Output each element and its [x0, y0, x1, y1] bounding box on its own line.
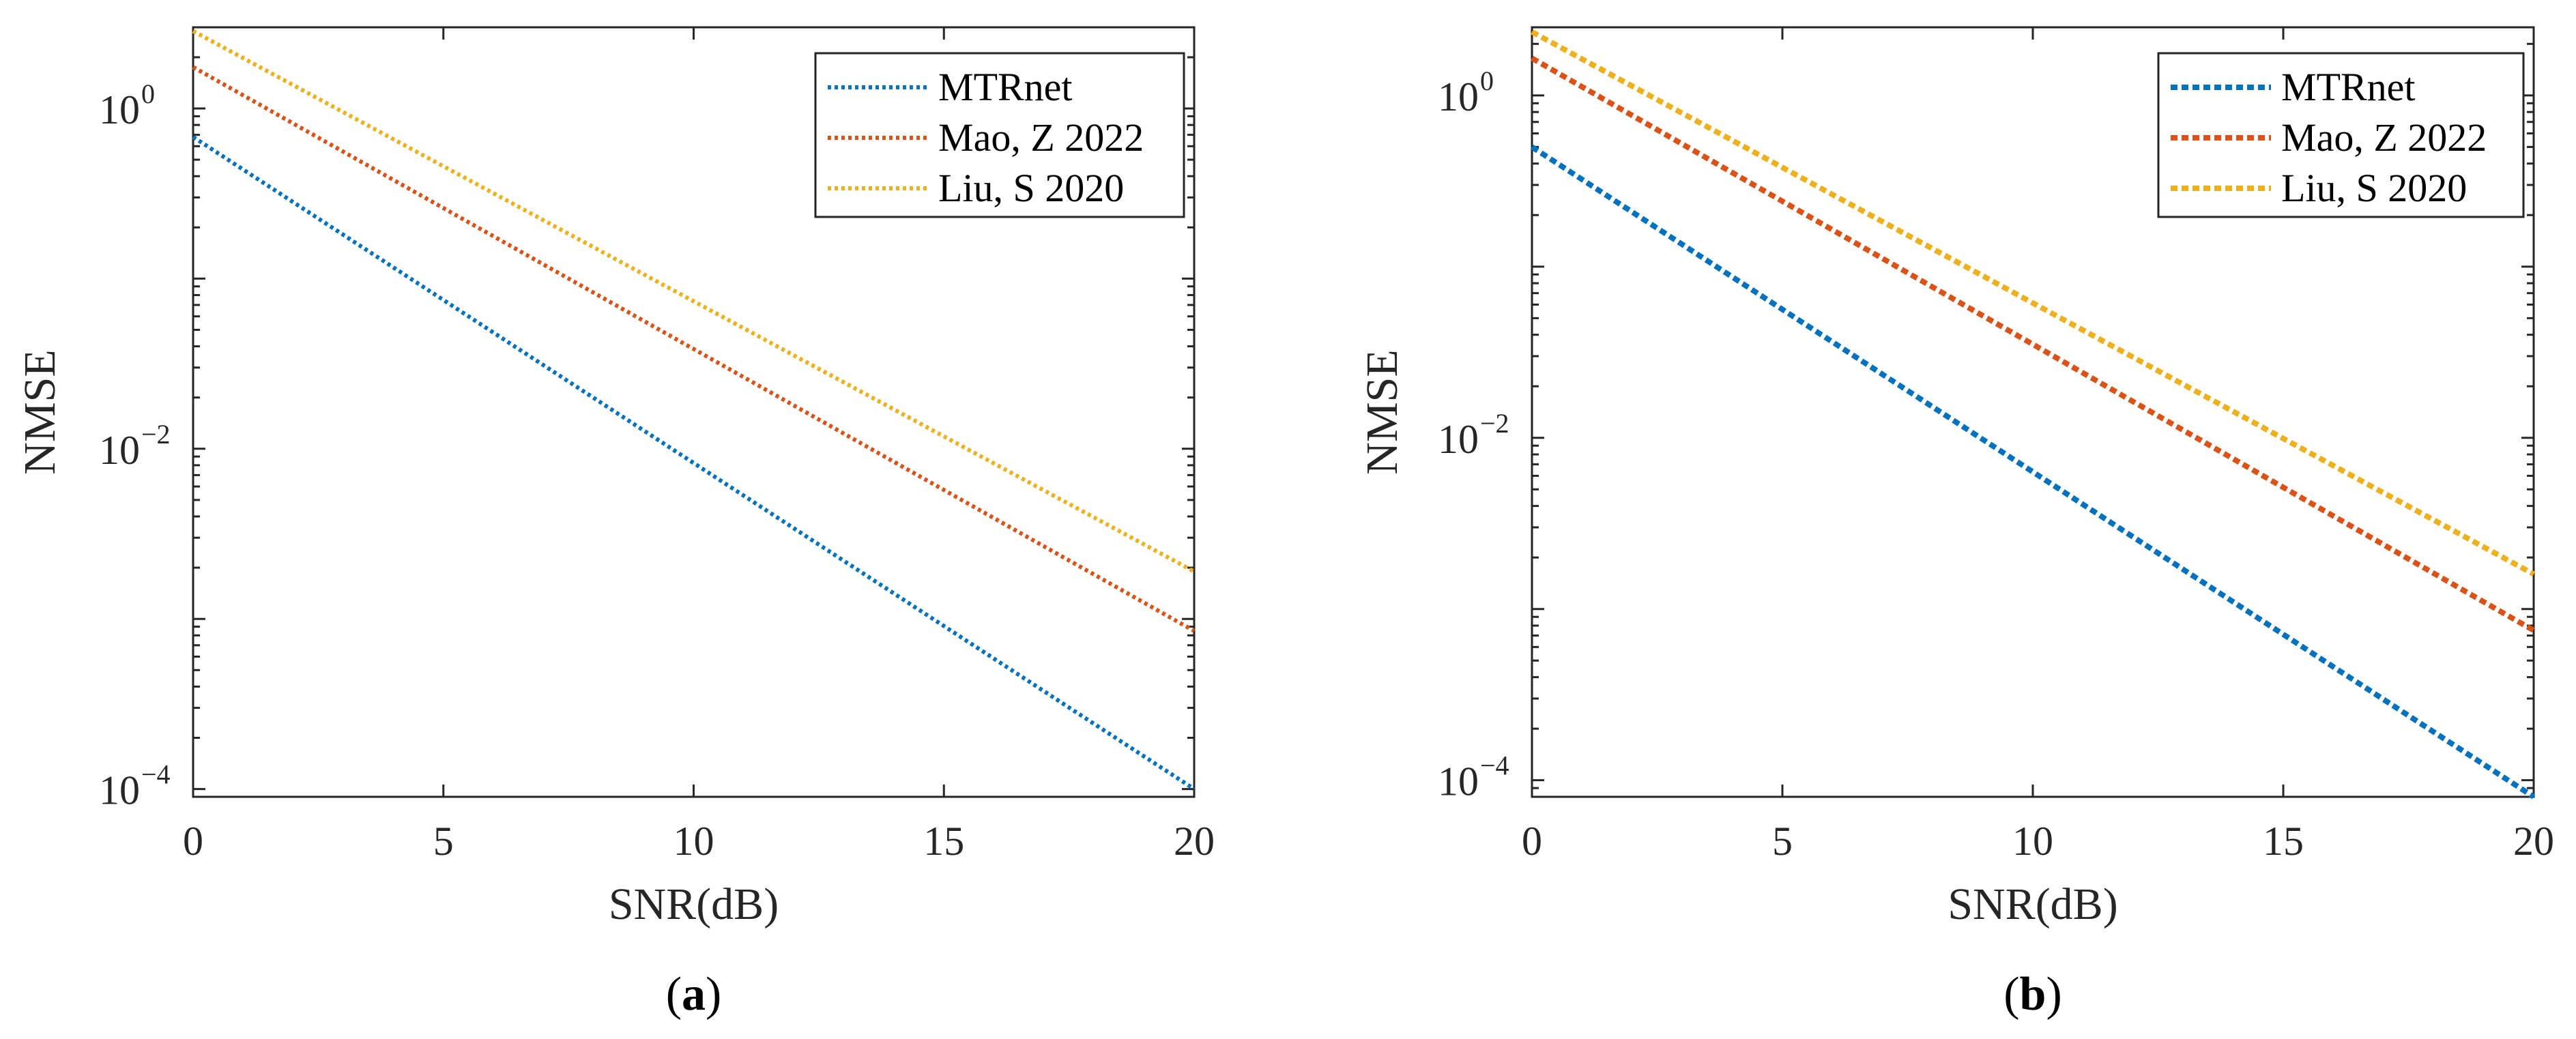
x-tick-label: 15	[923, 819, 964, 864]
x-tick-label: 20	[2513, 819, 2554, 864]
caption-open-paren: (	[2003, 968, 2019, 1021]
series-line-0	[1530, 145, 2536, 800]
y-tick-label-exponent: −2	[1480, 408, 1509, 439]
legend-label-1: Mao, Z 2022	[2281, 115, 2487, 160]
caption-open-paren: (	[666, 968, 682, 1021]
y-tick-label-exponent: −2	[141, 419, 171, 450]
x-axis-label: SNR(dB)	[609, 879, 779, 929]
x-tick-label: 15	[2263, 819, 2304, 864]
caption-letter: a	[682, 968, 706, 1021]
legend-label-0: MTRnet	[938, 65, 1073, 109]
series-line-0	[192, 135, 1196, 791]
y-axis-label: NMSE	[15, 349, 65, 474]
y-tick-label-base: 10	[99, 428, 140, 473]
y-tick-label-exponent: 0	[141, 78, 155, 109]
caption-close-paren: )	[2046, 968, 2061, 1021]
panel-caption: (a)	[666, 968, 722, 1021]
series-line-1	[192, 65, 1196, 633]
panel-caption: (b)	[2003, 968, 2062, 1021]
caption-close-paren: )	[706, 968, 721, 1021]
x-tick-label: 5	[433, 819, 454, 864]
y-tick-label-base: 10	[1438, 417, 1479, 462]
legend-label-2: Liu, S 2020	[2281, 166, 2467, 210]
y-tick-label-exponent: 0	[1480, 65, 1494, 96]
x-tick-label: 10	[674, 819, 714, 864]
x-tick-label: 0	[183, 819, 203, 864]
y-axis-label: NMSE	[1357, 349, 1407, 474]
series-line-1	[1531, 55, 2535, 633]
legend: MTRnet Mao, Z 2022 Liu, S 2020	[2157, 52, 2525, 218]
series-line-2	[1531, 29, 2535, 577]
y-tick-label-base: 10	[1438, 759, 1479, 804]
y-tick-label-exponent: −4	[1480, 750, 1509, 781]
y-tick-label-base: 10	[1438, 74, 1479, 119]
y-tick-label-exponent: −4	[141, 759, 171, 790]
x-tick-label: 0	[1522, 819, 1542, 864]
y-tick-label-base: 10	[99, 87, 140, 132]
legend-label-0: MTRnet	[2281, 65, 2416, 109]
series-line-2	[192, 29, 1196, 574]
x-tick-label: 10	[2012, 819, 2053, 864]
legend-label-2: Liu, S 2020	[938, 166, 1124, 210]
legend: MTRnet Mao, Z 2022 Liu, S 2020	[814, 52, 1185, 218]
x-tick-label: 20	[1174, 819, 1215, 864]
x-tick-label: 5	[1772, 819, 1793, 864]
x-axis-label: SNR(dB)	[1948, 879, 2117, 929]
legend-label-1: Mao, Z 2022	[938, 115, 1144, 160]
y-tick-label-base: 10	[99, 768, 140, 813]
caption-letter: b	[2020, 968, 2046, 1021]
